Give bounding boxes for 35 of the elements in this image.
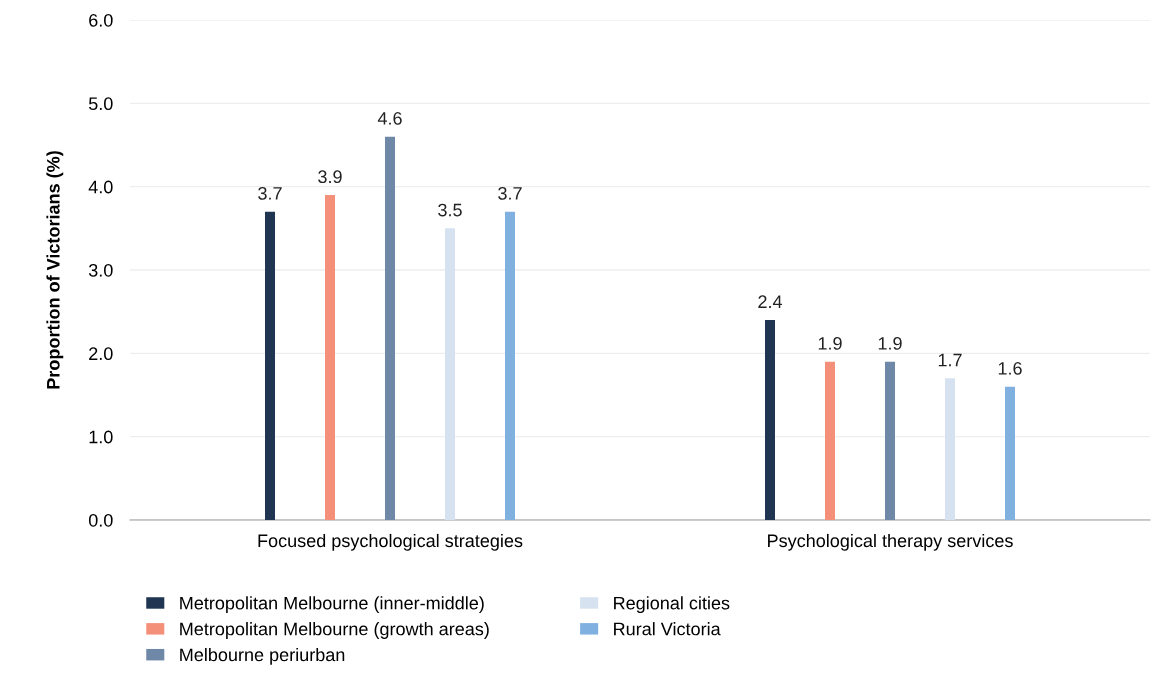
y-tick-label: 5.0 [88, 97, 113, 111]
data-label: 1.9 [818, 336, 842, 350]
data-label: 3.7 [258, 186, 282, 200]
y-tick-label: 6.0 [89, 13, 113, 27]
legend-label: Metropolitan Melbourne (inner-middle) [180, 596, 484, 614]
data-label: 3.5 [438, 203, 462, 217]
bar [765, 320, 775, 520]
bar [385, 136, 395, 520]
data-label: 3.7 [498, 186, 522, 200]
bar [945, 378, 955, 520]
y-tick-label: 0.0 [88, 513, 113, 527]
y-axis-title: Proportion of Victorians (%) [46, 151, 64, 389]
data-label: 4.6 [377, 111, 402, 125]
y-tick-label: 3.0 [88, 263, 113, 277]
legend-label: Melbourne periurban [180, 647, 345, 665]
x-tick-label: Focused psychological strategies [258, 533, 523, 551]
x-tick-label: Psychological therapy services [768, 533, 1013, 551]
bar [265, 211, 275, 520]
bar [885, 361, 895, 520]
data-label: 1.7 [938, 353, 962, 367]
legend-label: Metropolitan Melbourne (growth areas) [180, 622, 489, 639]
legend-label: Rural Victoria [614, 622, 721, 636]
y-tick-label: 4.0 [88, 180, 113, 194]
y-tick-label: 2.0 [89, 347, 113, 361]
legend-label: Regional cities [614, 596, 730, 614]
bar [445, 228, 455, 520]
data-label: 1.6 [998, 361, 1022, 375]
bar [1005, 386, 1015, 520]
bar [505, 211, 515, 520]
bar [825, 361, 835, 520]
data-label: 3.9 [318, 170, 342, 184]
y-tick-label: 1.0 [89, 430, 113, 444]
data-label: 1.9 [878, 336, 902, 350]
bar [325, 195, 335, 520]
data-label: 2.4 [758, 295, 783, 308]
